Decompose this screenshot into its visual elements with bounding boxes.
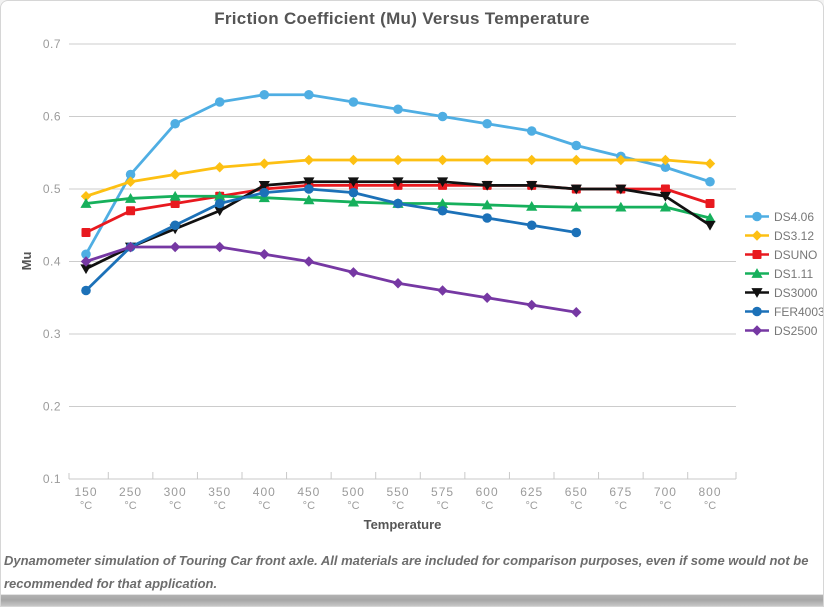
legend-label: DS1.11 [774,266,814,281]
svg-text:450°C: 450 °C [297,485,320,512]
footer-line-1: Dynamometer simulation of Touring Car fr… [4,553,809,568]
y-tick-labels: 0.7 0.6 0.5 0.4 0.3 0.2 0.1 [43,37,61,486]
svg-text:625°C: 625 °C [520,485,543,512]
legend-marker-triangle-up-icon [745,268,769,278]
legend-item-DSUNO[interactable]: DSUNO [745,247,823,262]
chart-title: Friction Coefficient (Mu) Versus Tempera… [214,9,590,28]
legend-label: DS4.06 [774,209,815,224]
x-axis [68,472,737,480]
chart-legend: DS4.06 DS3.12 DSUNO DS1.11 DS3000 FER4003 DS25… [745,209,824,338]
line-chart: 0.7 0.6 0.5 0.4 0.3 0.2 0.1 150 °C 250 °C 300 °C 350 °… [19,37,737,532]
legend-item-FER4003[interactable]: FER4003 [745,304,824,319]
svg-text:400°C: 400 °C [253,485,276,512]
svg-text:0.2: 0.2 [43,400,61,414]
svg-text:0.3: 0.3 [43,327,61,341]
bottom-scrollbar[interactable] [1,594,823,606]
svg-text:0.7: 0.7 [43,37,61,51]
svg-text:550°C: 550 °C [386,485,409,512]
legend-label: DSUNO [774,247,818,262]
svg-text:250°C: 250 °C [119,485,142,512]
legend-marker-circle-icon [745,211,769,222]
svg-text:600°C: 600 °C [476,485,499,512]
series-FER4003 [81,184,582,296]
x-tick-labels: 150 °C 250 °C 300 °C 350 °C 400 °C 450 °C 500 °C 550 °C… [74,485,721,512]
svg-text:0.6: 0.6 [43,110,61,124]
svg-text:0.5: 0.5 [43,182,61,196]
footer-line-2: recommended for that application. [4,575,218,591]
legend-marker-diamond-icon [745,230,769,241]
svg-text:800°C: 800 °C [698,485,721,512]
footer-note: Dynamometer simulation of Touring Car fr… [4,550,822,596]
legend-item-DS2500[interactable]: DS2500 [745,323,823,338]
legend-label: FER4003 [774,304,824,319]
legend-item-DS3.12[interactable]: DS3.12 [745,228,823,243]
legend-label: DS3000 [774,285,818,300]
legend-marker-diamond-icon [745,325,769,336]
legend-item-DS4.06[interactable]: DS4.06 [745,209,823,224]
svg-text:300°C: 300 °C [164,485,187,512]
y-axis-title: Mu [19,252,34,271]
legend-item-DS1.11[interactable]: DS1.11 [745,266,823,281]
svg-text:675°C: 675 °C [609,485,632,512]
svg-text:500°C: 500 °C [342,485,365,512]
legend-label: DS3.12 [774,228,815,243]
x-axis-title: Temperature [364,517,442,532]
svg-text:575°C: 575 °C [431,485,454,512]
legend-item-DS3000[interactable]: DS3000 [745,285,823,300]
svg-text:0.4: 0.4 [43,255,61,269]
legend-marker-square-icon [745,250,769,259]
svg-text:700°C: 700 °C [654,485,677,512]
legend-marker-circle-icon [745,306,769,317]
svg-text:650°C: 650 °C [565,485,588,512]
series-DS3.12 [80,154,716,202]
svg-text:150°C: 150 °C [74,485,97,512]
svg-text:350°C: 350 °C [208,485,231,512]
series-DS2500 [80,241,582,318]
legend-marker-triangle-down-icon [745,288,769,298]
legend-label: DS2500 [774,323,818,338]
svg-text:0.1: 0.1 [43,472,61,486]
